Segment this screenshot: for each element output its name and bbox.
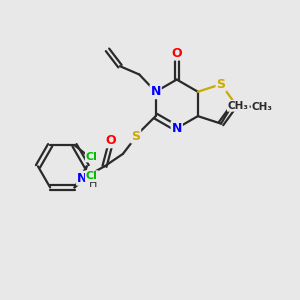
Text: N: N [151, 85, 161, 98]
Text: O: O [105, 134, 116, 147]
Text: Cl: Cl [86, 171, 98, 181]
Text: CH₃: CH₃ [228, 101, 249, 111]
Text: H: H [89, 179, 98, 189]
Text: N: N [172, 122, 182, 135]
Text: S: S [131, 130, 140, 142]
Text: Cl: Cl [86, 152, 98, 161]
Text: CH₃: CH₃ [252, 102, 273, 112]
Text: O: O [171, 46, 182, 60]
Text: N: N [77, 172, 87, 185]
Text: S: S [217, 78, 226, 91]
